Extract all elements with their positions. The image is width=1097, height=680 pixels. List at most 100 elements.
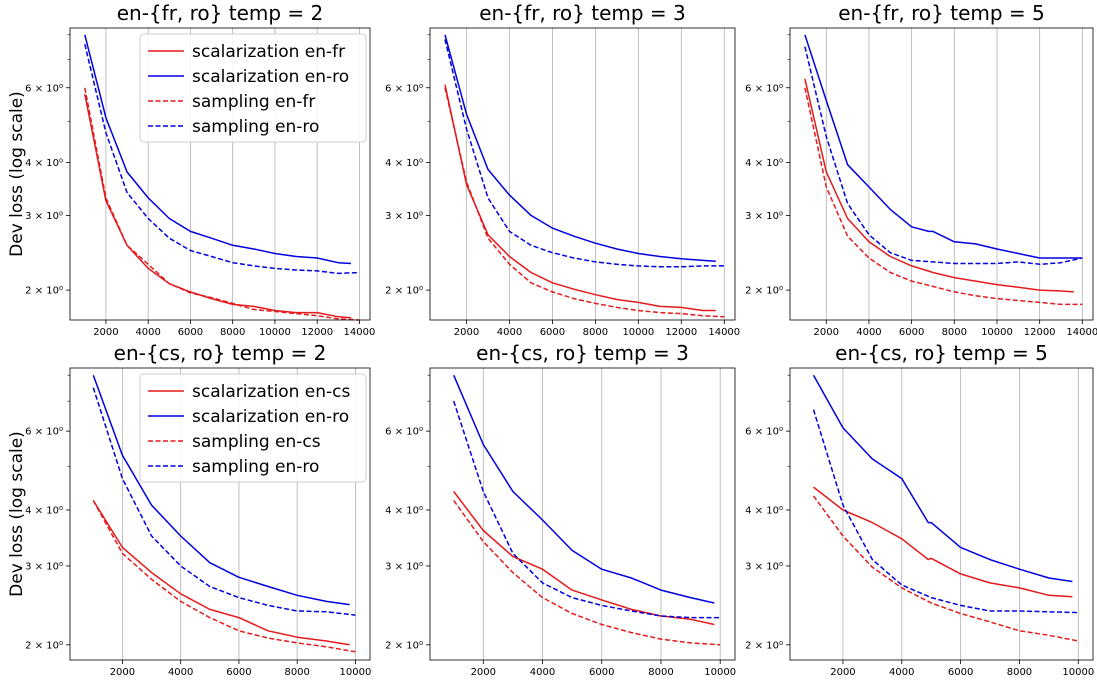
plot-frame [429,367,736,661]
x-tick-label: 2000 [454,327,479,338]
series-line-scalarization-en-ro [84,34,352,265]
y-tick-label: 6 × 10⁰ [385,427,423,438]
x-tick-label: 10000 [259,327,291,338]
y-tick-label: 4 × 10⁰ [385,158,423,169]
legend-entry: scalarization en-ro [192,407,349,427]
x-tick-label: 4000 [168,667,193,678]
plot-frame [429,27,736,321]
series-line-sampling-en-cs [453,500,721,646]
legend-entry: scalarization en-ro [192,67,349,87]
x-tick-label: 6000 [589,667,614,678]
x-tick-label: 12000 [665,327,697,338]
y-tick-label: 3 × 10⁰ [385,561,423,572]
x-tick-label: 2000 [93,327,118,338]
series-line-scalarization-en-ro [453,374,715,604]
legend-entry: scalarization en-cs [192,382,350,402]
x-tick-label: 10000 [622,327,654,338]
y-tick-label: 3 × 10⁰ [745,211,783,222]
legend-box [139,373,367,483]
y-tick-label: 3 × 10⁰ [25,211,63,222]
subplot-title: en-{fr, ro} temp = 3 [479,1,686,25]
x-tick-label: 14000 [708,327,740,338]
y-axis-label: Dev loss (log scale) [7,91,27,257]
x-tick-label: 2000 [814,327,839,338]
y-tick-label: 3 × 10⁰ [25,561,63,572]
series-line-scalarization-en-cs [453,491,715,626]
legend: scalarization en-fr scalarization en-ro sa… [139,33,367,143]
series-line-scalarization-en-fr [444,84,716,312]
x-tick-label: 4000 [856,327,881,338]
legend-entry: sampling en-cs [192,432,321,452]
legend: scalarization en-cs scalarization en-ro sa… [139,373,367,483]
x-tick-label: 10000 [340,667,372,678]
x-tick-label: 2000 [110,667,135,678]
subplot-2: 2000 4000 6000 8000 10000 12000 14000 2 × 10⁰ 3 … [385,1,740,338]
subplot-title: en-{cs, ro} temp = 2 [114,341,327,365]
x-tick-label: 8000 [220,327,245,338]
x-tick-label: 8000 [942,327,967,338]
x-tick-label: 8000 [648,667,673,678]
y-tick-label: 2 × 10⁰ [25,286,63,297]
series-line-sampling-en-fr [804,87,1083,306]
subplot-1: 2000 4000 6000 8000 10000 12000 14000 2 × 10⁰ 3 … [7,1,375,338]
subplot-title: en-{fr, ro} temp = 5 [838,1,1045,25]
series-line-scalarization-en-ro [804,34,1083,259]
x-tick-label: 2000 [471,667,496,678]
y-axis-label: Dev loss (log scale) [7,431,27,597]
y-tick-label: 4 × 10⁰ [25,158,63,169]
series-line-sampling-en-ro [452,400,721,619]
series-line-sampling-en-ro [812,409,1079,614]
y-tick-label: 2 × 10⁰ [385,286,423,297]
x-tick-label: 14000 [1066,327,1097,338]
plot-frame [69,27,371,321]
subplot-5: 2000 4000 6000 8000 10000 2 × 10⁰ 3 × 10⁰ 4 × 1… [385,341,736,678]
series-line-sampling-en-fr [84,87,360,321]
y-tick-label: 6 × 10⁰ [385,83,423,94]
series-line-sampling-en-cs [812,495,1079,642]
x-tick-label: 4000 [497,327,522,338]
legend-entry: scalarization en-fr [192,42,345,62]
y-tick-label: 2 × 10⁰ [745,286,783,297]
y-tick-label: 6 × 10⁰ [745,83,783,94]
legend-entry: sampling en-ro [192,117,319,137]
series-line-sampling-en-cs [92,500,356,653]
y-tick-label: 4 × 10⁰ [25,505,63,516]
x-tick-label: 12000 [1024,327,1056,338]
plot-frame [789,367,1094,661]
subplot-title: en-{cs, ro} temp = 3 [476,341,689,365]
subplot-title: en-{fr, ro} temp = 2 [117,1,324,25]
x-tick-label: 14000 [344,327,376,338]
x-tick-label: 8000 [284,667,309,678]
x-tick-label: 8000 [583,327,608,338]
plot-frame [789,27,1094,321]
x-tick-label: 4000 [889,667,914,678]
x-tick-label: 6000 [899,327,924,338]
subplot-3: 2000 4000 6000 8000 10000 12000 14000 2 × 10⁰ 3 … [745,1,1097,338]
y-tick-label: 6 × 10⁰ [25,83,63,94]
subplot-6: 2000 4000 6000 8000 10000 2 × 10⁰ 3 × 10⁰ 4 × 1… [745,341,1094,678]
legend-entry: sampling en-fr [192,92,315,112]
x-tick-label: 6000 [540,327,565,338]
series-line-sampling-en-ro [92,387,356,616]
y-tick-label: 4 × 10⁰ [385,505,423,516]
legend-entry: sampling en-ro [192,457,319,477]
y-tick-label: 4 × 10⁰ [745,505,783,516]
x-tick-label: 6000 [226,667,251,678]
series-line-scalarization-en-ro [444,34,716,262]
subplot-4: 2000 4000 6000 8000 10000 2 × 10⁰ 3 × 10⁰ 4 × 1… [7,341,371,678]
x-tick-label: 8000 [1007,667,1032,678]
x-tick-label: 4000 [135,327,160,338]
y-tick-label: 3 × 10⁰ [745,561,783,572]
subplot-title: en-{cs, ro} temp = 5 [835,341,1048,365]
x-tick-label: 10000 [981,327,1013,338]
legend-box [139,33,367,143]
y-tick-label: 6 × 10⁰ [25,427,63,438]
series-line-scalarization-en-cs [813,486,1073,598]
series-line-scalarization-en-ro [92,374,350,606]
x-tick-label: 4000 [530,667,555,678]
series-line-scalarization-en-ro [812,374,1073,583]
series-line-sampling-en-ro [84,44,360,275]
x-tick-label: 10000 [1062,667,1094,678]
plot-frame [69,367,371,661]
